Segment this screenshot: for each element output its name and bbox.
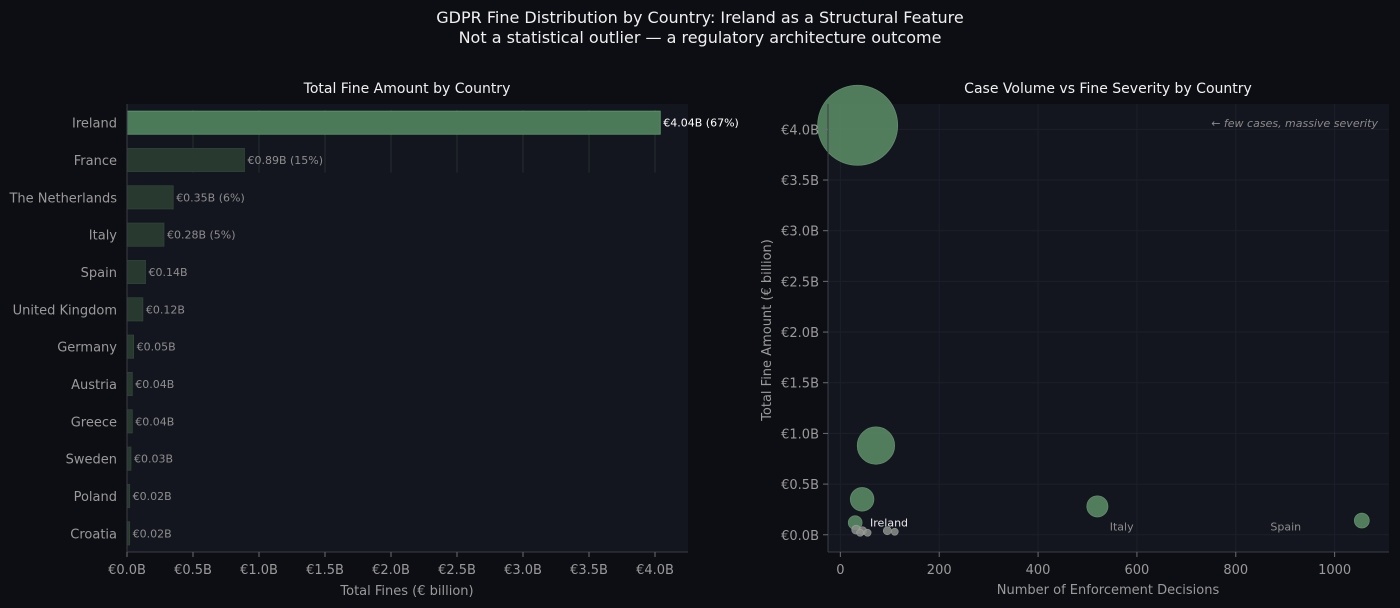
scatter-grid — [828, 104, 1389, 552]
scatter-y-tick-label: €1.0B — [781, 427, 819, 442]
bar-category-label: Croatia — [70, 527, 117, 542]
bar-x-tick-label: €1.5B — [306, 563, 344, 578]
bar-data-label: €0.89B (15%) — [247, 154, 323, 167]
scatter-x-tick-label: 200 — [927, 563, 952, 578]
scatter-y-tick-label: €3.5B — [781, 174, 819, 189]
bar-x-ticks: €0.0B €0.5B €1.0B €1.5B €2.0B €2.5B €3.0B €3.5B… — [108, 552, 674, 578]
bar — [126, 110, 661, 135]
scatter-y-tick-label: €1.5B — [781, 377, 819, 392]
scatter-x-axis-label: Number of Enforcement Decisions — [997, 583, 1220, 598]
bar-data-label: €0.14B — [148, 266, 187, 279]
bar-data-label: €0.04B — [135, 415, 174, 428]
bar-category-label: Italy — [89, 229, 118, 244]
bar-x-tick-label: €2.5B — [438, 563, 476, 578]
bar-x-tick-label: €4.0B — [636, 563, 674, 578]
scatter-y-axis-label: Total Fine Amount (€ billion) — [760, 239, 775, 422]
bar-x-axis-label: Total Fines (€ billion) — [339, 584, 473, 599]
bar-category-label: France — [74, 154, 117, 169]
scatter-point — [1086, 495, 1109, 518]
scatter-chart: Case Volume vs Fine Severity by Country … — [760, 81, 1389, 598]
bar-plot-area — [127, 104, 688, 552]
bar — [126, 334, 134, 359]
bar-x-tick-label: €2.0B — [372, 563, 410, 578]
scatter-y-tick-label: €3.0B — [781, 225, 819, 240]
figure-title: GDPR Fine Distribution by Country: Irela… — [0, 8, 1400, 48]
scatter-y-tick-label: €4.0B — [781, 123, 819, 138]
scatter-y-ticks: €0.0B €0.5B €1.0B €1.5B €2.0B €2.5B €3.0B €3.5B… — [781, 123, 828, 544]
scatter-x-tick-label: 1000 — [1318, 563, 1351, 578]
bar-data-label: €0.12B — [146, 303, 185, 316]
bar — [126, 148, 245, 172]
bar-chart: Total Fine Amount by Country Ireland Fran… — [8, 81, 738, 599]
bar — [126, 297, 144, 322]
scatter-chart-title: Case Volume vs Fine Severity by Country — [964, 81, 1252, 97]
bar — [126, 446, 132, 471]
bar-x-tick-label: €0.5B — [174, 563, 212, 578]
bar — [126, 260, 146, 284]
scatter-series — [817, 84, 1370, 537]
scatter-point — [863, 528, 872, 537]
bar-category-label: Ireland — [72, 117, 117, 132]
scatter-annotation: ← few cases, massive severity — [1211, 117, 1378, 130]
scatter-x-ticks: 0 200 400 600 800 1000 — [836, 552, 1351, 578]
bar-category-label: Poland — [74, 490, 117, 505]
bar-data-label: €4.04B (67%) — [663, 117, 739, 130]
scatter-point — [817, 84, 899, 166]
bar-data-label: €0.04B — [135, 378, 174, 391]
bar-data-label: €0.05B — [137, 341, 176, 354]
bar-category-labels: Ireland France The Netherlands Italy Spain Un… — [8, 117, 117, 543]
scatter-y-tick-label: €2.5B — [781, 275, 819, 290]
scatter-point-label: Ireland — [870, 517, 908, 530]
bar-data-label: €0.03B — [134, 453, 173, 466]
bar-data-label: €0.02B — [133, 527, 172, 540]
scatter-point — [856, 426, 896, 465]
scatter-x-tick-label: 600 — [1125, 563, 1150, 578]
bar-x-tick-label: €3.0B — [504, 563, 542, 578]
bar-category-label: Germany — [57, 341, 117, 356]
scatter-x-tick-label: 800 — [1223, 563, 1248, 578]
bar — [126, 185, 174, 210]
bar-data-label: €0.02B — [133, 490, 172, 503]
bar-x-tick-label: €3.5B — [570, 563, 608, 578]
scatter-y-tick-label: €0.0B — [781, 529, 819, 544]
scatter-point — [849, 487, 875, 512]
scatter-y-tick-label: €0.5B — [781, 478, 819, 493]
bar-category-label: United Kingdom — [13, 303, 117, 318]
scatter-point — [856, 528, 865, 537]
scatter-plot-area — [828, 104, 1389, 552]
bar-data-label: €0.35B (6%) — [176, 191, 245, 204]
figure-title-line1: GDPR Fine Distribution by Country: Irela… — [436, 8, 964, 27]
scatter-point-label: Spain — [1270, 521, 1301, 534]
scatter-point — [1353, 512, 1370, 529]
scatter-y-tick-label: €2.0B — [781, 326, 819, 341]
bar-series — [126, 110, 661, 546]
scatter-x-tick-label: 0 — [836, 563, 844, 578]
bar — [126, 222, 165, 247]
bar-category-label: Spain — [81, 266, 117, 281]
bar-data-label: €0.28B (5%) — [167, 229, 236, 242]
bar-x-tick-label: €0.0B — [108, 563, 146, 578]
bar-category-label: Greece — [71, 415, 117, 430]
scatter-point-labels: Ireland Italy Spain — [870, 517, 1301, 534]
bar-data-labels: €4.04B (67%) €0.89B (15%) €0.35B (6%) €0.28… — [133, 117, 739, 541]
scatter-point-label: Italy — [1110, 521, 1134, 534]
bar — [126, 372, 133, 396]
scatter-x-tick-label: 400 — [1026, 563, 1051, 578]
figure-subtitle: Not a statistical outlier — a regulatory… — [458, 28, 942, 47]
bar — [126, 409, 133, 434]
bar-chart-title: Total Fine Amount by Country — [303, 81, 511, 97]
bar-category-label: Austria — [71, 378, 117, 393]
bar-x-tick-label: €1.0B — [240, 563, 278, 578]
bar-category-label: The Netherlands — [8, 191, 117, 206]
bar-category-label: Sweden — [66, 453, 117, 468]
scatter-point — [890, 527, 899, 536]
